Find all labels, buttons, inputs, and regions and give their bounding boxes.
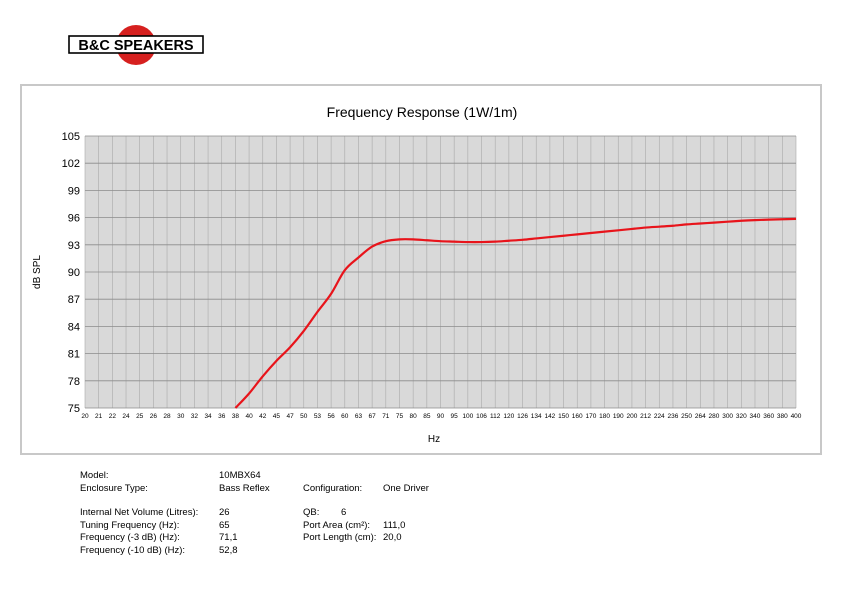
grid-lines — [84, 135, 797, 409]
x-tick-label: 28 — [163, 413, 171, 420]
f10-value: 52,8 — [219, 545, 238, 556]
x-tick-label: 63 — [355, 413, 363, 420]
x-tick-label: 150 — [558, 413, 569, 420]
y-tick-label: 78 — [68, 376, 80, 388]
x-tick-label: 160 — [572, 413, 583, 420]
qb-label: QB: — [303, 507, 320, 518]
x-tick-label: 75 — [396, 413, 404, 420]
x-tick-label: 100 — [462, 413, 473, 420]
y-tick-label: 75 — [68, 403, 80, 415]
x-tick-label: 36 — [218, 413, 226, 420]
x-tick-label: 264 — [695, 413, 706, 420]
x-tick-label: 134 — [531, 413, 542, 420]
net-volume-value: 26 — [219, 507, 230, 518]
x-tick-label: 200 — [626, 413, 637, 420]
x-tick-label: 126 — [517, 413, 528, 420]
x-tick-label: 47 — [286, 413, 294, 420]
x-tick-label: 53 — [314, 413, 322, 420]
x-tick-label: 80 — [410, 413, 418, 420]
x-tick-label: 190 — [613, 413, 624, 420]
series-group — [234, 217, 797, 409]
f10-label: Frequency (-10 dB) (Hz): — [80, 545, 186, 556]
f3-value: 71,1 — [219, 532, 238, 543]
x-tick-label: 106 — [476, 413, 487, 420]
x-tick-label: 24 — [122, 413, 130, 420]
x-tick-label: 236 — [668, 413, 679, 420]
port-area-label: Port Area (cm²): — [303, 520, 371, 531]
x-tick-label: 50 — [300, 413, 308, 420]
y-tick-label: 93 — [68, 240, 80, 252]
x-tick-label: 250 — [681, 413, 692, 420]
x-tick-label: 34 — [204, 413, 212, 420]
x-tick-label: 21 — [95, 413, 103, 420]
x-tick-label: 224 — [654, 413, 665, 420]
frequency-response-chart: Frequency Response (1W/1m) 105 102 99 96 93 9… — [32, 104, 802, 445]
x-tick-label: 38 — [232, 413, 240, 420]
y-axis-label: dB SPL — [32, 255, 43, 289]
port-length-label: Port Length (cm): — [303, 532, 377, 543]
x-tick-label: 30 — [177, 413, 185, 420]
logo-box — [68, 35, 204, 54]
x-tick-label: 32 — [191, 413, 199, 420]
x-tick-label: 320 — [736, 413, 747, 420]
y-tick-label: 90 — [68, 267, 80, 279]
brand-logo: B&C SPEAKERS — [68, 25, 204, 65]
x-tick-label: 67 — [369, 413, 377, 420]
x-tick-label: 25 — [136, 413, 144, 420]
x-tick-label: 22 — [109, 413, 117, 420]
y-tick-labels: 105 102 99 96 93 90 87 84 81 78 75 — [62, 131, 80, 415]
x-tick-label: 170 — [585, 413, 596, 420]
x-tick-label: 360 — [763, 413, 774, 420]
net-volume-label: Internal Net Volume (Litres): — [80, 507, 199, 518]
model-label: Model: — [80, 470, 109, 481]
port-length-value: 20,0 — [383, 532, 402, 543]
x-tick-label: 380 — [777, 413, 788, 420]
y-tick-label: 102 — [62, 158, 80, 170]
qb-value: 6 — [341, 507, 347, 518]
x-tick-label: 95 — [451, 413, 459, 420]
x-tick-label: 340 — [750, 413, 761, 420]
x-axis-label: Hz — [428, 434, 440, 445]
y-tick-label: 99 — [68, 185, 80, 197]
model-value: 10MBX64 — [219, 470, 261, 481]
x-tick-label: 71 — [382, 413, 390, 420]
x-tick-label: 45 — [273, 413, 281, 420]
frequency-response-line — [234, 217, 797, 409]
x-tick-label: 85 — [423, 413, 431, 420]
x-tick-label: 120 — [503, 413, 514, 420]
x-tick-labels: 20 21 22 24 25 26 28 30 32 34 36 38 40 42 45 47 50 53 56 60… — [81, 413, 801, 420]
y-tick-label: 96 — [68, 213, 80, 225]
x-tick-label: 212 — [640, 413, 651, 420]
x-tick-label: 60 — [341, 413, 349, 420]
x-tick-label: 40 — [245, 413, 253, 420]
configuration-value: One Driver — [383, 483, 429, 494]
x-tick-label: 142 — [544, 413, 555, 420]
x-tick-label: 90 — [437, 413, 445, 420]
x-tick-label: 280 — [709, 413, 720, 420]
x-tick-label: 112 — [490, 413, 501, 420]
enclosure-label: Enclosure Type: — [80, 483, 148, 494]
enclosure-value: Bass Reflex — [219, 483, 270, 494]
x-tick-label: 26 — [150, 413, 158, 420]
tuning-label: Tuning Frequency (Hz): — [80, 520, 180, 531]
chart-frame: Frequency Response (1W/1m) 105 102 99 96 93 9… — [20, 84, 822, 455]
tuning-value: 65 — [219, 520, 230, 531]
x-tick-label: 42 — [259, 413, 267, 420]
chart-title: Frequency Response (1W/1m) — [327, 104, 518, 120]
logo-text: B&C SPEAKERS — [78, 38, 194, 54]
x-tick-label: 400 — [791, 413, 802, 420]
x-tick-label: 56 — [327, 413, 335, 420]
y-tick-label: 87 — [68, 294, 80, 306]
port-area-value: 111,0 — [383, 520, 406, 531]
x-tick-label: 20 — [81, 413, 89, 420]
x-tick-label: 300 — [722, 413, 733, 420]
y-tick-label: 81 — [68, 349, 80, 361]
x-tick-label: 180 — [599, 413, 610, 420]
y-tick-label: 84 — [68, 321, 80, 333]
y-tick-label: 105 — [62, 131, 80, 143]
f3-label: Frequency (-3 dB) (Hz): — [80, 532, 180, 543]
configuration-label: Configuration: — [303, 483, 363, 494]
